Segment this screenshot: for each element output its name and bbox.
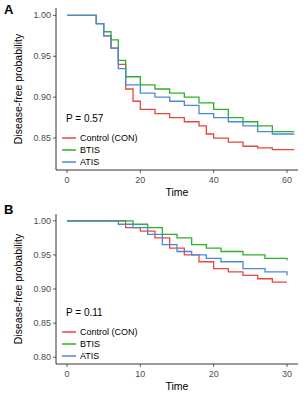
x-tick [140, 364, 141, 367]
y-tick [53, 138, 56, 139]
y-tick-label: 1.00 [33, 216, 51, 226]
y-tick-label: 0.85 [33, 133, 51, 143]
chart-canvas: A 0.85 0.90 0.95 1.00 0 20 40 60 Time Disease-free… [0, 0, 308, 400]
panel: A 0.85 0.90 0.95 1.00 0 20 40 60 Time Disease-free… [4, 2, 298, 198]
panel: B 0.80 0.85 0.90 0.95 1.00 0 10 20 30 Time Disease-… [4, 202, 298, 392]
x-tick-label: 40 [209, 175, 219, 185]
survival-curve [67, 15, 294, 134]
x-tick-label: 20 [209, 369, 219, 379]
survival-curve [67, 15, 294, 131]
y-tick-label: 0.90 [33, 284, 51, 294]
x-tick [67, 364, 68, 367]
y-tick [53, 97, 56, 98]
legend: Control (CON) BTIS ATIS [62, 133, 138, 167]
legend-swatch [62, 137, 76, 139]
y-tick [53, 323, 56, 324]
x-tick [287, 364, 288, 367]
y-tick [53, 220, 56, 221]
x-axis-line [56, 364, 298, 365]
annotation: P = 0.57 [66, 113, 104, 124]
y-tick [53, 289, 56, 290]
x-tick [287, 170, 288, 173]
x-axis-line [56, 170, 298, 171]
x-tick [67, 170, 68, 173]
y-axis-line [56, 8, 57, 170]
y-axis-title: Disease-free probability [12, 233, 24, 344]
y-tick-label: 0.85 [33, 318, 51, 328]
x-tick [213, 170, 214, 173]
x-tick-label: 10 [135, 369, 145, 379]
legend-label: BTIS [80, 339, 100, 349]
survival-curve [67, 221, 287, 261]
y-axis-title: Disease-free probability [12, 33, 24, 144]
legend-swatch [62, 161, 76, 163]
legend: Control (CON) BTIS ATIS [62, 327, 138, 361]
panel-label: A [4, 2, 14, 17]
legend-label: Control (CON) [80, 133, 138, 143]
annotation: P = 0.11 [66, 307, 103, 318]
x-tick-label: 30 [282, 369, 292, 379]
y-tick [53, 15, 56, 16]
y-tick-label: 0.95 [33, 250, 51, 260]
y-tick [53, 56, 56, 57]
legend-label: Control (CON) [80, 327, 138, 337]
marks [67, 221, 287, 282]
legend-swatch [62, 331, 76, 333]
y-tick [53, 357, 56, 358]
legend-swatch [62, 149, 76, 151]
legend-swatch [62, 355, 76, 357]
survival-curve [67, 15, 294, 149]
survival-curve [67, 221, 287, 276]
x-axis-title: Time [166, 186, 189, 198]
legend-label: BTIS [80, 145, 100, 155]
x-tick [213, 364, 214, 367]
y-tick-label: 0.80 [33, 352, 51, 362]
x-tick-label: 0 [64, 175, 69, 185]
x-tick-label: 60 [282, 175, 292, 185]
legend-swatch [62, 343, 76, 345]
legend-label: ATIS [80, 157, 99, 167]
y-tick-label: 1.00 [33, 10, 51, 20]
x-axis-title: Time [166, 380, 189, 392]
x-tick [140, 170, 141, 173]
marks [67, 15, 294, 149]
x-tick-label: 20 [135, 175, 145, 185]
y-tick [53, 254, 56, 255]
y-tick-label: 0.90 [33, 92, 51, 102]
y-tick-label: 0.95 [33, 51, 51, 61]
panel-label: B [4, 202, 13, 217]
x-tick-label: 0 [64, 369, 69, 379]
survival-curve [67, 221, 287, 282]
legend-label: ATIS [80, 351, 99, 361]
